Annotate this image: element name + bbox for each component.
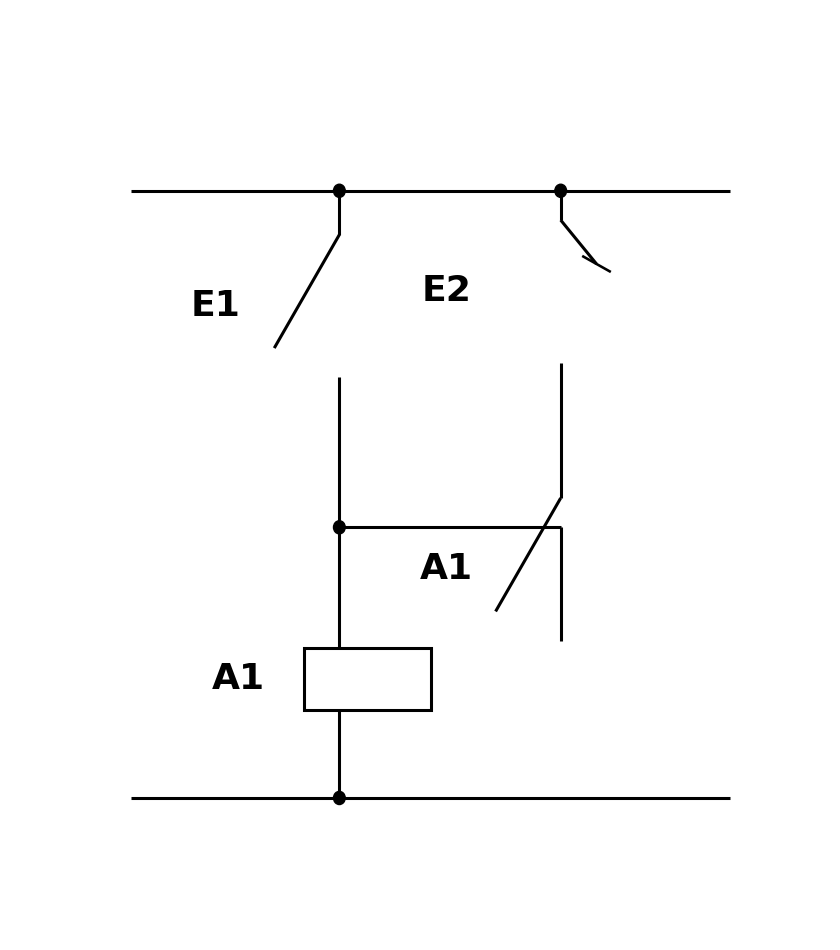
Circle shape <box>555 184 566 198</box>
Bar <box>303 648 431 711</box>
Circle shape <box>333 521 345 534</box>
Text: E1: E1 <box>191 289 240 323</box>
Text: A1: A1 <box>420 552 473 586</box>
Circle shape <box>333 791 345 805</box>
Text: A1: A1 <box>212 662 265 696</box>
Text: E2: E2 <box>422 275 472 309</box>
Circle shape <box>333 184 345 198</box>
